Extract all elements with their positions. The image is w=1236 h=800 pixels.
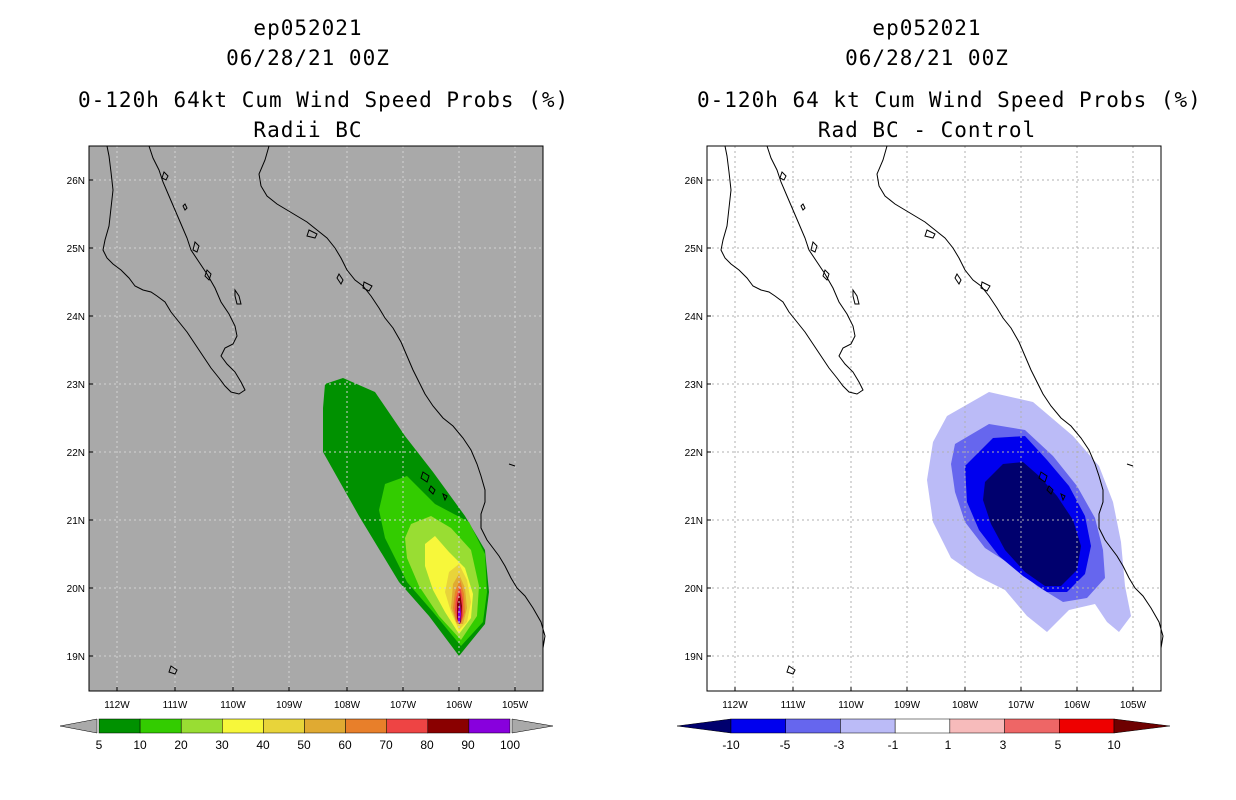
left-colorbar-swatch	[139, 718, 182, 734]
right-colorbar-label: -1	[888, 738, 899, 752]
left-lat-label: 20N	[67, 584, 85, 595]
right-lon-label: 112W	[722, 700, 748, 711]
right-subtitle: Rad BC - Control	[817, 118, 1037, 142]
right-colorbar-boxes	[676, 718, 1171, 734]
right-lat-label: 21N	[685, 516, 703, 527]
right-colorbar-swatch	[840, 718, 896, 734]
left-lat-label: 22N	[67, 448, 85, 459]
right-colorbar-label: -5	[780, 738, 791, 752]
right-lat-label: 20N	[685, 584, 703, 595]
right-colorbar-swatch	[1004, 718, 1060, 734]
right-lon-label: 108W	[952, 700, 979, 711]
left-map-frame	[88, 145, 544, 692]
left-probability-contours	[323, 378, 489, 656]
right-colorbar-swatch	[1059, 718, 1115, 734]
left-lon-label: 105W	[502, 700, 529, 711]
right-storm-id: ep052021	[872, 16, 982, 40]
right-lat-label: 22N	[685, 448, 703, 459]
left-lat-label: 21N	[67, 516, 85, 527]
right-lat-label: 25N	[685, 244, 703, 255]
left-lat-label: 23N	[67, 380, 85, 391]
left-lat-label: 19N	[67, 652, 85, 663]
right-colorbar-under-arrow	[676, 718, 732, 734]
left-colorbar-swatch	[98, 718, 141, 734]
right-lon-label: 105W	[1120, 700, 1147, 711]
right-map-panel: 112W 111W 110W 109W 108W 107W 106W 105W …	[685, 145, 1164, 711]
left-colorbar-label: 40	[256, 738, 270, 752]
right-datetime: 06/28/21 00Z	[845, 46, 1009, 70]
left-colorbar-swatch	[304, 718, 346, 734]
right-colorbar-label: 1	[945, 738, 952, 752]
left-datetime: 06/28/21 00Z	[226, 46, 390, 70]
left-colorbar-label: 90	[461, 738, 475, 752]
left-lon-label: 106W	[446, 700, 473, 711]
left-title: 0-120h 64kt Cum Wind Speed Probs (%)	[78, 88, 570, 112]
left-colorbar-label: 50	[297, 738, 311, 752]
right-lat-label: 19N	[685, 652, 703, 663]
right-colorbar-swatch	[730, 718, 786, 734]
left-lon-label: 112W	[104, 700, 130, 711]
left-lat-label: 26N	[67, 176, 85, 187]
left-lon-label: 111W	[163, 700, 188, 711]
left-colorbar-label: 100	[500, 738, 520, 752]
left-subtitle: Radii BC	[253, 118, 363, 142]
right-map-background	[707, 146, 1161, 691]
left-ticks	[89, 179, 516, 691]
left-colorbar-swatch	[468, 718, 511, 734]
left-colorbar-under-arrow	[59, 718, 98, 734]
left-lon-label: 110W	[220, 700, 246, 711]
left-colorbar-label: 20	[174, 738, 188, 752]
right-colorbar-label: -3	[834, 738, 845, 752]
left-colorbar: 5 10 20 30 40 50 60 70 80 90 100	[59, 718, 554, 752]
left-lat-label: 24N	[67, 312, 85, 323]
left-colorbar-over-arrow	[511, 718, 554, 734]
left-colorbar-swatch	[180, 718, 223, 734]
right-colorbar-label: -10	[722, 738, 740, 752]
right-lon-label: 106W	[1064, 700, 1091, 711]
left-map-panel: 112W 111W 110W 109W 108W 107W 106W 105W …	[67, 145, 546, 711]
left-colorbar-boxes	[98, 718, 511, 734]
right-lat-label: 24N	[685, 312, 703, 323]
left-lon-label: 107W	[390, 700, 417, 711]
left-lon-label: 109W	[276, 700, 303, 711]
right-colorbar-swatch	[949, 718, 1005, 734]
right-map-frame	[706, 145, 1162, 692]
right-lon-label: 109W	[894, 700, 921, 711]
left-colorbar-label: 10	[133, 738, 147, 752]
right-colorbar-label: 3	[1000, 738, 1007, 752]
right-lon-label: 110W	[838, 700, 864, 711]
right-colorbar-swatch	[785, 718, 841, 734]
right-colorbar: -10 -5 -3 -1 1 3 5 10	[676, 718, 1171, 752]
left-lon-label: 108W	[334, 700, 361, 711]
left-storm-id: ep052021	[253, 16, 363, 40]
right-lat-label: 26N	[685, 176, 703, 187]
right-colorbar-swatch	[894, 718, 951, 734]
left-colorbar-swatch	[263, 718, 305, 734]
left-colorbar-label: 80	[420, 738, 434, 752]
right-gridlines	[707, 146, 1161, 691]
right-ticks	[707, 179, 1134, 691]
left-colorbar-label: 30	[215, 738, 229, 752]
right-lon-label: 107W	[1008, 700, 1035, 711]
right-lat-label: 23N	[685, 380, 703, 391]
left-colorbar-label: 5	[96, 738, 103, 752]
right-colorbar-label: 10	[1107, 738, 1121, 752]
right-colorbar-label: 5	[1055, 738, 1062, 752]
right-lon-label: 111W	[781, 700, 806, 711]
right-colorbar-over-arrow	[1113, 718, 1171, 734]
left-colorbar-label: 60	[338, 738, 352, 752]
left-lat-label: 25N	[67, 244, 85, 255]
left-colorbar-swatch	[345, 718, 387, 734]
contour-below-minus10	[983, 462, 1081, 586]
left-colorbar-label: 70	[379, 738, 393, 752]
left-gridlines	[89, 146, 543, 691]
left-colorbar-swatch	[222, 718, 264, 734]
left-colorbar-swatch	[386, 718, 429, 734]
right-title: 0-120h 64 kt Cum Wind Speed Probs (%)	[697, 88, 1202, 112]
left-colorbar-swatch	[427, 718, 470, 734]
